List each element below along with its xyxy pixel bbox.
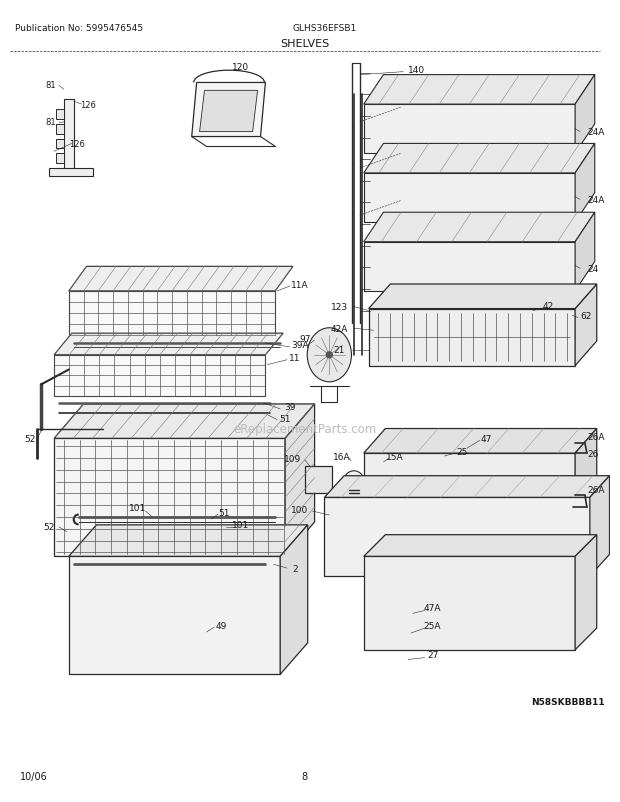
- Polygon shape: [364, 75, 595, 105]
- Text: 24: 24: [587, 265, 598, 273]
- Polygon shape: [364, 557, 575, 650]
- Text: 62: 62: [580, 311, 591, 321]
- Text: 81: 81: [46, 81, 56, 90]
- Polygon shape: [575, 535, 596, 650]
- Text: 42A: 42A: [330, 324, 348, 334]
- Polygon shape: [56, 124, 64, 135]
- Text: 39: 39: [284, 403, 296, 412]
- Polygon shape: [364, 429, 596, 453]
- Polygon shape: [575, 75, 595, 154]
- Polygon shape: [324, 498, 590, 577]
- Text: 51: 51: [218, 508, 230, 517]
- Polygon shape: [69, 525, 308, 557]
- Text: 27: 27: [427, 650, 438, 659]
- Polygon shape: [200, 91, 257, 132]
- Text: 109: 109: [285, 454, 301, 463]
- Polygon shape: [590, 476, 609, 577]
- Polygon shape: [575, 285, 596, 367]
- Text: 11: 11: [289, 354, 301, 363]
- Polygon shape: [364, 242, 575, 291]
- Text: Publication No: 5995476545: Publication No: 5995476545: [15, 24, 143, 33]
- Text: 52: 52: [24, 435, 35, 444]
- Polygon shape: [369, 285, 596, 310]
- Polygon shape: [54, 404, 314, 439]
- Polygon shape: [364, 144, 595, 174]
- Polygon shape: [364, 105, 575, 154]
- Text: GLHS36EFSB1: GLHS36EFSB1: [292, 24, 356, 33]
- Polygon shape: [56, 140, 64, 149]
- Text: 51: 51: [280, 415, 291, 423]
- Text: 39A: 39A: [291, 341, 309, 350]
- Polygon shape: [364, 453, 575, 500]
- Text: 11A: 11A: [291, 280, 309, 290]
- Text: 8: 8: [302, 771, 308, 780]
- Text: 26: 26: [587, 449, 598, 458]
- Text: 15A: 15A: [386, 452, 404, 461]
- Text: 123: 123: [330, 302, 348, 312]
- Text: 26A: 26A: [587, 432, 604, 441]
- Text: 10/06: 10/06: [20, 771, 47, 780]
- Text: 49: 49: [216, 621, 227, 630]
- Text: 97: 97: [299, 334, 311, 343]
- Polygon shape: [369, 310, 575, 367]
- Text: 26A: 26A: [587, 485, 604, 494]
- Text: 140: 140: [408, 66, 425, 75]
- Text: 126: 126: [69, 140, 84, 148]
- Text: 126: 126: [81, 100, 97, 109]
- Polygon shape: [575, 429, 596, 500]
- Circle shape: [326, 352, 332, 358]
- Polygon shape: [192, 83, 265, 137]
- Circle shape: [344, 472, 364, 491]
- Text: 25: 25: [456, 447, 467, 456]
- Text: 52: 52: [43, 523, 55, 532]
- Polygon shape: [69, 291, 275, 336]
- Polygon shape: [54, 355, 265, 396]
- Polygon shape: [364, 213, 595, 242]
- Polygon shape: [54, 334, 283, 355]
- Polygon shape: [56, 154, 64, 164]
- Ellipse shape: [308, 328, 352, 383]
- Text: SHELVES: SHELVES: [280, 39, 329, 49]
- Text: 25A: 25A: [424, 621, 441, 630]
- Polygon shape: [575, 144, 595, 223]
- Polygon shape: [305, 466, 332, 494]
- Text: eReplacementParts.com: eReplacementParts.com: [233, 423, 376, 435]
- Text: 16A: 16A: [334, 452, 351, 461]
- Polygon shape: [56, 110, 64, 119]
- Text: 100: 100: [291, 505, 309, 514]
- Text: 47: 47: [481, 435, 492, 444]
- Polygon shape: [69, 267, 293, 291]
- Text: 24A: 24A: [587, 128, 604, 137]
- Polygon shape: [575, 213, 595, 291]
- Text: 81: 81: [46, 118, 56, 128]
- Polygon shape: [69, 557, 280, 674]
- Polygon shape: [285, 404, 314, 557]
- Polygon shape: [364, 535, 596, 557]
- Text: 42: 42: [543, 302, 554, 310]
- Polygon shape: [324, 476, 609, 498]
- Text: 47A: 47A: [424, 603, 441, 612]
- Text: 101: 101: [232, 520, 249, 529]
- Polygon shape: [64, 100, 74, 174]
- Text: 24A: 24A: [587, 196, 604, 205]
- Polygon shape: [49, 168, 94, 176]
- Polygon shape: [364, 174, 575, 223]
- Polygon shape: [54, 439, 285, 557]
- Text: 101: 101: [129, 503, 146, 512]
- Text: 120: 120: [232, 63, 249, 72]
- Polygon shape: [280, 525, 308, 674]
- Text: 21: 21: [334, 346, 345, 355]
- Text: 2: 2: [292, 564, 298, 573]
- Text: N58SKBBBB11: N58SKBBBB11: [531, 698, 604, 707]
